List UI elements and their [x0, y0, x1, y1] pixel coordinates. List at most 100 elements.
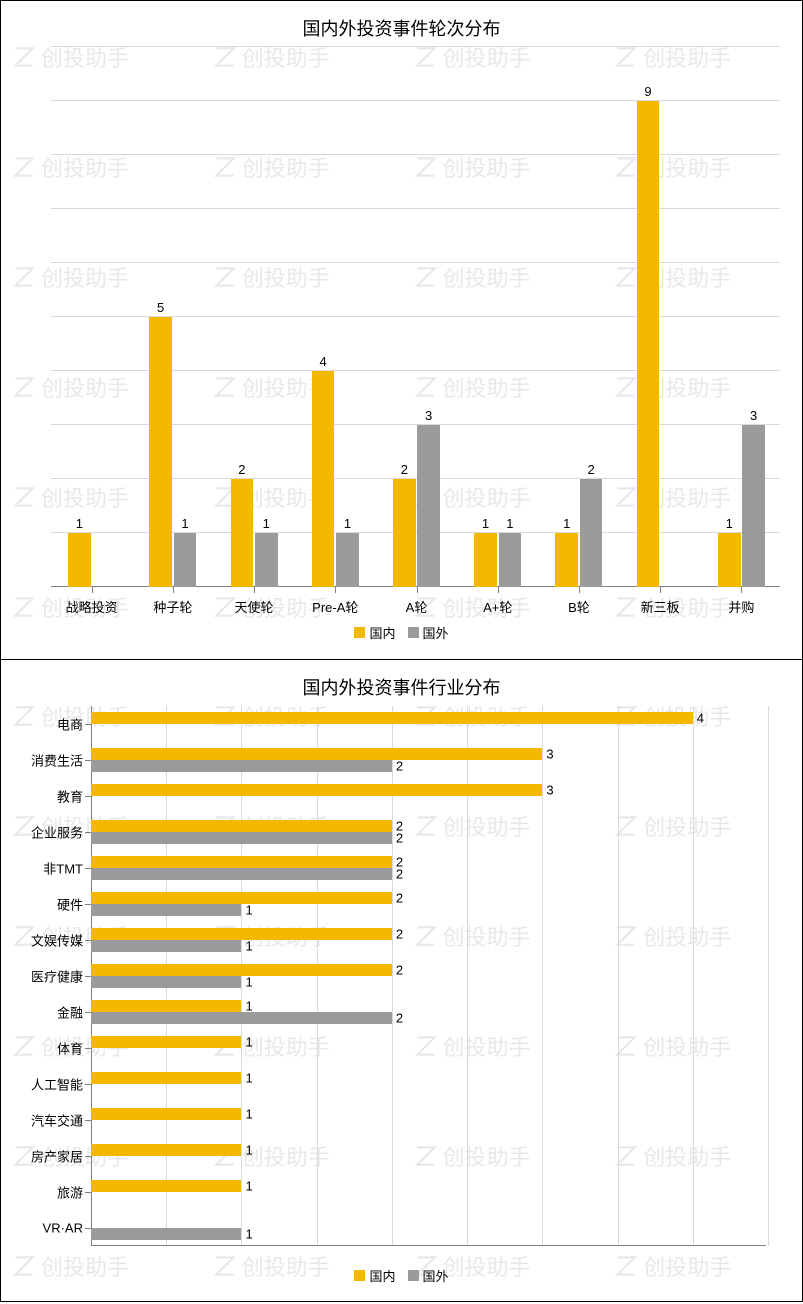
bar — [91, 856, 392, 868]
x-category-label: 新三板 — [641, 597, 680, 616]
bar-value-label: 3 — [750, 408, 757, 423]
bar — [91, 1144, 241, 1156]
chart-industries: 创投助手创投助手创投助手创投助手创投助手创投助手创投助手创投助手创投助手创投助手… — [0, 660, 803, 1302]
y-category-label: 人工智能 — [31, 1075, 91, 1094]
x-axis — [91, 1245, 766, 1246]
bar-value-label: 1 — [344, 516, 351, 531]
y-category-label: 文娱传媒 — [31, 931, 91, 950]
bar-value-label: 9 — [644, 84, 651, 99]
y-category-label: 电商 — [57, 715, 91, 734]
gridline — [51, 46, 780, 47]
gridline — [618, 706, 619, 1246]
bar-value-label: 1 — [482, 516, 489, 531]
legend-swatch-foreign — [408, 1270, 419, 1281]
bar-value-label: 1 — [563, 516, 570, 531]
legend-swatch-domestic — [354, 1270, 365, 1281]
y-category-label: 硬件 — [57, 895, 91, 914]
x-category-label: A轮 — [406, 597, 428, 616]
bar-value-label: 4 — [697, 710, 704, 725]
bar — [149, 317, 172, 587]
bar — [718, 533, 741, 587]
y-category-label: 医疗健康 — [31, 967, 91, 986]
bar-value-label: 2 — [396, 890, 403, 905]
y-category-label: 体育 — [57, 1039, 91, 1058]
bar-value-label: 1 — [245, 903, 252, 918]
bar-value-label: 5 — [157, 300, 164, 315]
x-category-label: 战略投资 — [66, 597, 118, 616]
bar — [231, 479, 254, 587]
gridline — [51, 100, 780, 101]
bar — [91, 868, 392, 880]
bar-value-label: 1 — [726, 516, 733, 531]
legend-label-foreign: 国外 — [423, 1266, 449, 1285]
bar — [637, 101, 660, 587]
bar-value-label: 1 — [245, 975, 252, 990]
y-category-label: 非TMT — [43, 859, 91, 878]
y-category-label: 企业服务 — [31, 823, 91, 842]
plot-area: 电商4消费生活32教育3企业服务22非TMT22硬件21文娱传媒21医疗健康21… — [91, 706, 766, 1246]
bar — [393, 479, 416, 587]
bar-value-label: 1 — [245, 939, 252, 954]
bar — [91, 1228, 241, 1240]
bar — [91, 748, 542, 760]
bar — [91, 964, 392, 976]
x-tick — [254, 587, 255, 593]
bar — [91, 1108, 241, 1120]
bar-value-label: 2 — [401, 462, 408, 477]
bar-value-label: 1 — [245, 1106, 252, 1121]
x-tick — [741, 587, 742, 593]
bar-value-label: 2 — [396, 926, 403, 941]
bar-value-label: 1 — [263, 516, 270, 531]
bar — [580, 479, 603, 587]
bar — [312, 371, 335, 587]
bar-value-label: 1 — [245, 1070, 252, 1085]
bar — [68, 533, 91, 587]
x-category-label: Pre-A轮 — [312, 597, 358, 616]
bar — [174, 533, 197, 587]
bar — [91, 940, 241, 952]
x-tick — [92, 587, 93, 593]
bar — [91, 712, 693, 724]
y-category-label: 汽车交通 — [31, 1111, 91, 1130]
y-category-label: VR·AR — [43, 1221, 91, 1236]
x-tick — [579, 587, 580, 593]
bar-value-label: 1 — [245, 1142, 252, 1157]
gridline — [51, 262, 780, 263]
bar-value-label: 1 — [245, 1034, 252, 1049]
bar — [91, 1180, 241, 1192]
legend-item-domestic: 国内 — [354, 1266, 395, 1285]
bar — [91, 1036, 241, 1048]
chart-title: 国内外投资事件轮次分布 — [1, 1, 802, 47]
legend: 国内 国外 — [1, 1260, 802, 1293]
x-category-label: B轮 — [568, 597, 590, 616]
gridline — [51, 154, 780, 155]
legend-item-domestic: 国内 — [354, 623, 395, 642]
bar-value-label: 2 — [588, 462, 595, 477]
bar-value-label: 3 — [546, 746, 553, 761]
bar-value-label: 2 — [396, 867, 403, 882]
bar — [91, 784, 542, 796]
gridline — [693, 706, 694, 1246]
bar — [336, 533, 359, 587]
x-category-label: 天使轮 — [235, 597, 274, 616]
x-tick — [173, 587, 174, 593]
legend-label-domestic: 国内 — [369, 1266, 395, 1285]
x-tick — [660, 587, 661, 593]
bar — [91, 760, 392, 772]
legend-item-foreign: 国外 — [408, 1266, 449, 1285]
bar — [91, 892, 392, 904]
bar — [91, 832, 392, 844]
y-category-label: 旅游 — [57, 1183, 91, 1202]
bar — [255, 533, 278, 587]
plot-area: 战略投资1种子轮51天使轮21Pre-A轮41A轮23A+轮11B轮12新三板9… — [51, 47, 780, 587]
legend: 国内国外 — [1, 617, 802, 650]
bar — [555, 533, 578, 587]
bar-value-label: 1 — [76, 516, 83, 531]
bar-value-label: 2 — [396, 831, 403, 846]
x-category-label: 种子轮 — [153, 597, 192, 616]
chart-title: 国内外投资事件行业分布 — [1, 660, 802, 706]
legend-label-domestic: 国内 — [369, 623, 395, 642]
bar-value-label: 1 — [245, 998, 252, 1013]
bar — [742, 425, 765, 587]
x-category-label: 并购 — [728, 597, 754, 616]
